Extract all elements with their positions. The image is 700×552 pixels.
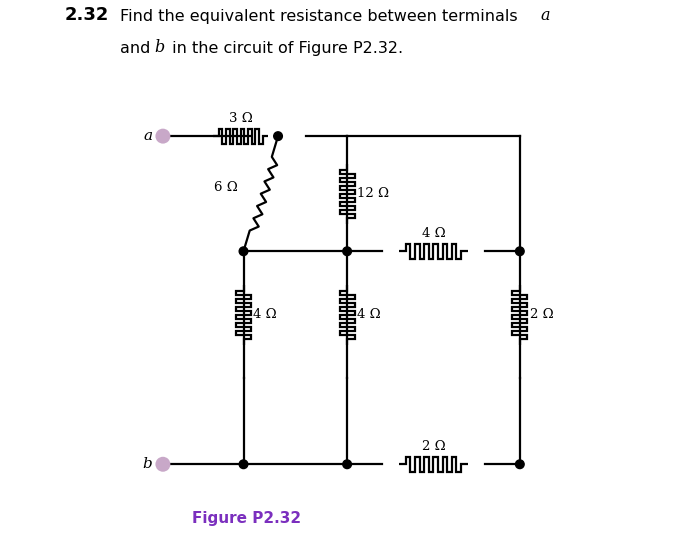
Text: 4 Ω: 4 Ω bbox=[253, 308, 277, 321]
Text: 4 Ω: 4 Ω bbox=[421, 227, 445, 240]
Circle shape bbox=[155, 457, 170, 472]
Circle shape bbox=[239, 460, 248, 469]
Text: 2 Ω: 2 Ω bbox=[421, 440, 445, 453]
Circle shape bbox=[343, 460, 351, 469]
Text: and: and bbox=[120, 40, 155, 56]
Text: a: a bbox=[540, 7, 550, 24]
Text: 12 Ω: 12 Ω bbox=[357, 187, 389, 200]
Text: 2.32: 2.32 bbox=[65, 6, 109, 24]
Text: 6 Ω: 6 Ω bbox=[214, 182, 238, 194]
Text: b: b bbox=[143, 457, 153, 471]
Text: Find the equivalent resistance between terminals: Find the equivalent resistance between t… bbox=[120, 9, 522, 24]
Circle shape bbox=[343, 247, 351, 256]
Text: Figure P2.32: Figure P2.32 bbox=[192, 512, 301, 527]
Text: a: a bbox=[144, 129, 153, 143]
Text: in the circuit of Figure P2.32.: in the circuit of Figure P2.32. bbox=[167, 40, 403, 56]
Circle shape bbox=[155, 129, 170, 144]
Text: 2 Ω: 2 Ω bbox=[530, 308, 553, 321]
Text: 3 Ω: 3 Ω bbox=[229, 112, 253, 125]
Circle shape bbox=[274, 132, 282, 140]
Circle shape bbox=[515, 460, 524, 469]
Text: 4 Ω: 4 Ω bbox=[357, 308, 381, 321]
Circle shape bbox=[239, 247, 248, 256]
Text: b: b bbox=[154, 39, 164, 56]
Circle shape bbox=[515, 247, 524, 256]
